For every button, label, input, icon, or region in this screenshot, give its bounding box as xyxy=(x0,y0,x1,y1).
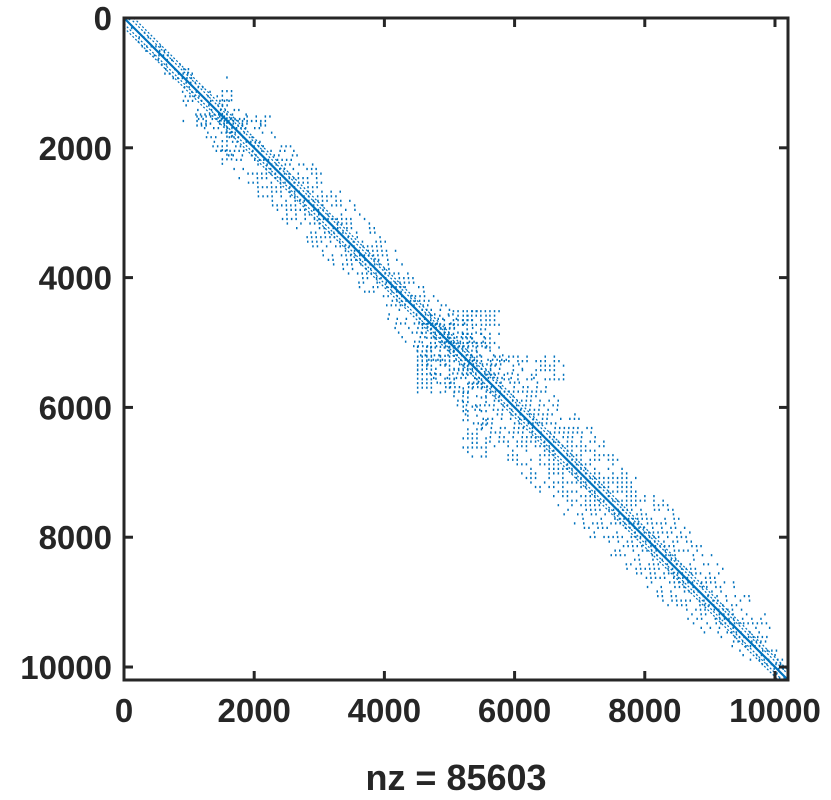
off-diagonal-line xyxy=(133,17,789,671)
x-axis-ticks: 0 2000 4000 6000 8000 10000 xyxy=(115,18,821,729)
y-tick-label: 6000 xyxy=(39,389,112,426)
y-axis-ticks: 0 2000 4000 6000 8000 10000 xyxy=(20,0,788,686)
y-tick-label: 10000 xyxy=(20,649,112,686)
x-tick-label: 4000 xyxy=(348,692,421,729)
main-diagonal-line xyxy=(123,17,789,681)
x-axis-label: nz = 85603 xyxy=(365,757,546,798)
diagonal-lines xyxy=(123,17,789,681)
x-tick-label: 8000 xyxy=(608,692,681,729)
y-tick-label: 0 xyxy=(94,0,112,37)
plot-area xyxy=(123,17,790,681)
x-tick-label: 2000 xyxy=(217,692,290,729)
off-diagonal-line xyxy=(123,23,783,681)
x-tick-label: 6000 xyxy=(478,692,551,729)
x-tick-label: 0 xyxy=(115,692,133,729)
y-tick-label: 8000 xyxy=(39,519,112,556)
x-tick-label: 10000 xyxy=(729,692,821,729)
y-tick-label: 2000 xyxy=(39,130,112,167)
off-diagonal-line xyxy=(129,17,789,675)
axes-box xyxy=(122,16,790,682)
y-tick-label: 4000 xyxy=(39,260,112,297)
off-diagonal-line xyxy=(123,27,779,681)
